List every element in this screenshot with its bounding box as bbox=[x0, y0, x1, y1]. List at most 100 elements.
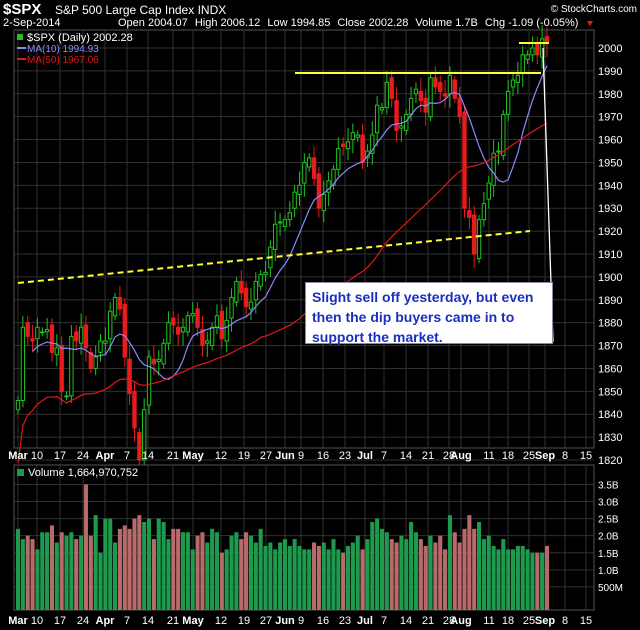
legend-volume: Volume 1,664,970,752 bbox=[28, 467, 138, 479]
volume-bar bbox=[457, 542, 462, 610]
volume-bar bbox=[79, 535, 84, 610]
candle-body bbox=[297, 184, 302, 195]
volume-bar bbox=[108, 518, 113, 610]
candle-body bbox=[112, 296, 118, 317]
volume-bar bbox=[25, 535, 30, 610]
volume-bar bbox=[40, 532, 45, 610]
candle-body bbox=[175, 326, 181, 335]
volume-date-tick-label: 14 bbox=[400, 615, 412, 627]
candle-body bbox=[331, 168, 336, 186]
volume-bar bbox=[214, 532, 220, 610]
volume-bar bbox=[88, 535, 93, 610]
date-tick-label: 27 bbox=[260, 450, 272, 462]
date-tick-label: 21 bbox=[167, 450, 179, 462]
volume-bar bbox=[491, 545, 496, 610]
candle-body bbox=[287, 212, 292, 221]
volume-date-tick-label: 21 bbox=[422, 615, 434, 627]
volume-bar bbox=[20, 539, 25, 610]
volume-bar bbox=[312, 542, 317, 610]
price-tick-label: 1870 bbox=[598, 341, 622, 353]
volume-bar bbox=[93, 515, 98, 610]
volume-bar bbox=[307, 549, 312, 610]
candle-body bbox=[253, 280, 258, 301]
candle-body bbox=[282, 219, 288, 228]
volume-date-axis: Mar 10 17 24 Apr 7 14 21 May 12 19 27 Jun 9 16 23 Jul 7 14… bbox=[8, 615, 592, 627]
annotation-line-1: Slight sell off yesterday, but even bbox=[312, 289, 534, 305]
volume-bar bbox=[229, 535, 234, 610]
volume-bar bbox=[345, 545, 351, 610]
volume-date-tick-label: 14 bbox=[142, 615, 154, 627]
legend-swatch-main bbox=[17, 34, 23, 40]
volume-bar bbox=[64, 535, 69, 610]
candle-body bbox=[59, 345, 64, 392]
volume-bar bbox=[278, 542, 283, 610]
candle-body bbox=[103, 340, 108, 344]
volume-bar bbox=[268, 542, 273, 610]
volume-bar bbox=[122, 525, 127, 610]
candle-body bbox=[535, 42, 540, 56]
candle-body bbox=[379, 107, 385, 111]
volume-bar bbox=[389, 539, 394, 610]
exchange-label: INDX bbox=[198, 3, 227, 17]
candle-body bbox=[88, 351, 93, 369]
candle-body bbox=[505, 90, 511, 115]
candle-body bbox=[413, 88, 419, 95]
volume-bar bbox=[258, 528, 263, 610]
volume-bar bbox=[399, 535, 404, 610]
price-tick-label: 1950 bbox=[598, 157, 622, 169]
candle-body bbox=[408, 97, 414, 115]
candle-body bbox=[481, 203, 487, 221]
candle-body bbox=[171, 317, 176, 326]
candle-body bbox=[404, 113, 409, 131]
volume-bar bbox=[151, 539, 156, 610]
candle-body bbox=[219, 310, 225, 340]
candle-body bbox=[35, 326, 40, 340]
price-tick-label: 2000 bbox=[598, 43, 622, 55]
volume-bar bbox=[418, 539, 423, 610]
candle-body bbox=[467, 210, 472, 218]
volume-bar bbox=[413, 532, 419, 610]
volume-bar bbox=[54, 542, 59, 610]
support-trendline bbox=[17, 230, 531, 284]
volume-bar bbox=[205, 542, 210, 610]
date-tick-label: Mar bbox=[8, 450, 28, 462]
volume-bar bbox=[74, 539, 79, 610]
volume-bar bbox=[472, 528, 477, 610]
volume-bar bbox=[535, 552, 540, 610]
candle-body bbox=[501, 113, 506, 157]
volume-date-tick-label: 12 bbox=[215, 615, 227, 627]
volume-bar bbox=[117, 528, 122, 610]
volume-bar bbox=[384, 532, 389, 610]
candle-body bbox=[340, 143, 346, 147]
volume-date-tick-label: 28 bbox=[443, 615, 455, 627]
volume-bar bbox=[292, 539, 297, 610]
candle-body bbox=[428, 77, 433, 118]
date-tick-label: 12 bbox=[215, 450, 227, 462]
candle-body bbox=[326, 180, 331, 193]
volume-bar bbox=[127, 528, 132, 610]
candle-body bbox=[239, 280, 244, 294]
volume-bar bbox=[30, 539, 35, 610]
volume-bars bbox=[15, 484, 550, 610]
candle-body bbox=[476, 219, 482, 260]
candle-body bbox=[277, 221, 283, 224]
volume-bar bbox=[142, 522, 147, 610]
candle-body bbox=[161, 342, 166, 365]
candle-body bbox=[302, 161, 307, 184]
date-tick-label: 14 bbox=[400, 450, 412, 462]
date-tick-label: 17 bbox=[54, 450, 66, 462]
candle-body bbox=[224, 319, 229, 342]
candle-body bbox=[185, 315, 191, 333]
volume-date-tick-label: 11 bbox=[483, 615, 494, 627]
volume-bar bbox=[438, 535, 443, 610]
candle-body bbox=[370, 134, 375, 154]
candle-body bbox=[122, 303, 127, 358]
volume-bar bbox=[477, 522, 482, 610]
candle-body bbox=[472, 214, 477, 255]
volume-tick-label: 2.5B bbox=[598, 515, 619, 526]
volume-bar bbox=[273, 549, 278, 610]
volume-bar bbox=[462, 528, 467, 610]
date-tick-label: Sep bbox=[535, 450, 555, 462]
date-tick-label: Aug bbox=[450, 450, 471, 462]
volume-bar bbox=[103, 518, 108, 610]
